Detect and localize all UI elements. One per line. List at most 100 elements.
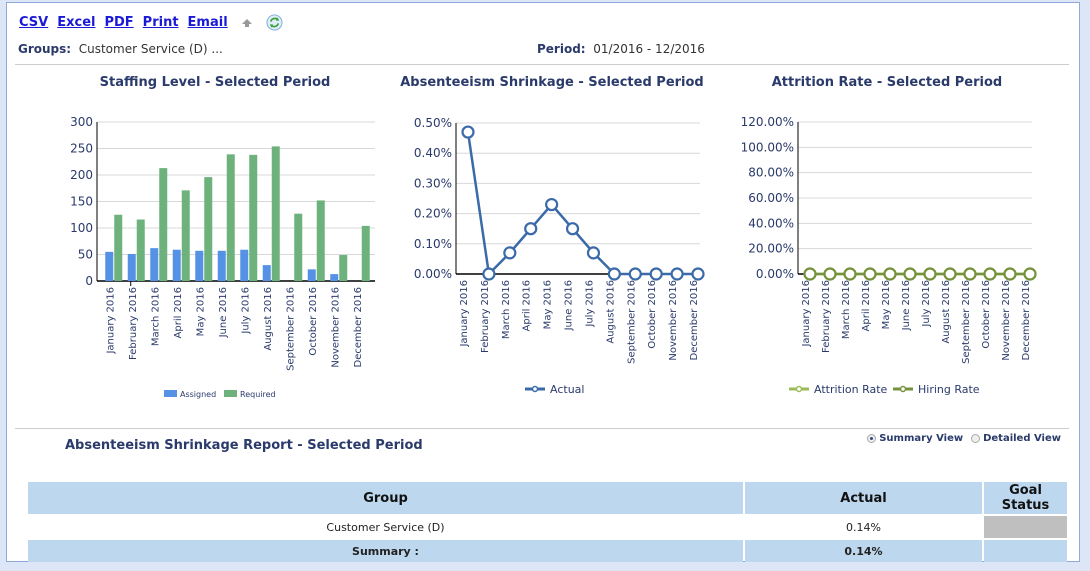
attrition-chart-title: Attrition Rate - Selected Period	[771, 75, 1003, 90]
y-tick-label: 150	[70, 195, 93, 209]
legend-marker-actual	[531, 385, 539, 393]
bar-required	[316, 200, 325, 281]
x-tick-label: November 2016	[668, 280, 679, 361]
y-tick-label: 0	[85, 274, 93, 288]
legend-swatch-required	[224, 390, 237, 397]
table-header-row: Group Actual Goal Status	[28, 482, 1067, 514]
y-tick-label: 80.00%	[748, 166, 794, 180]
email-link[interactable]: Email	[187, 15, 228, 30]
x-tick-label: April 2016	[173, 287, 184, 338]
data-point-actual	[482, 267, 496, 281]
y-tick-label: 0.00%	[414, 267, 452, 281]
x-tick-label: April 2016	[522, 280, 533, 331]
csv-link[interactable]: CSV	[19, 15, 49, 30]
legend-label-assigned: Assigned	[180, 390, 216, 399]
bar-assigned	[240, 249, 249, 281]
x-tick-label: March 2016	[841, 280, 852, 339]
detailed-view-label: Detailed View	[983, 433, 1061, 444]
column-header-actual[interactable]: Actual	[745, 482, 982, 514]
column-header-group[interactable]: Group	[28, 482, 743, 514]
x-tick-label: April 2016	[861, 280, 872, 331]
data-point-hiring-rate	[923, 267, 937, 281]
arrow-up-icon[interactable]	[241, 18, 253, 28]
x-tick-label: January 2016	[459, 280, 470, 348]
data-point-hiring-rate	[823, 267, 837, 281]
cell-goal-status	[984, 516, 1067, 538]
bar-required	[136, 219, 145, 281]
x-tick-label: December 2016	[689, 280, 700, 360]
x-tick-label: October 2016	[981, 280, 992, 349]
x-tick-label: June 2016	[564, 280, 575, 331]
groups-label: Groups:	[18, 42, 72, 56]
data-point-hiring-rate	[803, 267, 817, 281]
y-tick-label: 20.00%	[748, 242, 794, 256]
summary-view-radio[interactable]: Summary View	[867, 433, 963, 444]
x-tick-label: September 2016	[626, 280, 637, 364]
y-tick-label: 60.00%	[748, 191, 794, 205]
summary-view-label: Summary View	[879, 433, 964, 444]
radio-selected-icon[interactable]	[867, 434, 877, 443]
divider	[15, 64, 1069, 65]
x-tick-label: August 2016	[263, 287, 274, 351]
groups-filter: Groups: Customer Service (D) ...	[18, 42, 223, 56]
bar-assigned	[172, 249, 181, 281]
x-tick-label: December 2016	[1021, 280, 1032, 360]
x-tick-label: February 2016	[480, 280, 491, 353]
radio-unselected-icon[interactable]	[971, 434, 981, 443]
groups-value: Customer Service (D) ...	[78, 42, 223, 56]
data-point-actual	[586, 246, 601, 260]
excel-link[interactable]: Excel	[57, 15, 96, 30]
bar-assigned	[262, 265, 271, 281]
x-tick-label: September 2016	[285, 287, 296, 371]
summary-goal-status	[984, 540, 1067, 562]
y-tick-label: 0.00%	[756, 267, 794, 281]
bar-required	[114, 214, 123, 281]
refresh-icon[interactable]	[266, 14, 283, 31]
export-toolbar: CSV Excel PDF Print Email	[19, 14, 283, 31]
cell-group: Customer Service (D)	[326, 520, 445, 534]
data-point-hiring-rate	[963, 267, 977, 281]
data-point-hiring-rate	[843, 267, 857, 281]
period-label: Period:	[537, 42, 586, 56]
x-tick-label: October 2016	[647, 280, 658, 349]
legend-label-actual: Actual	[550, 383, 584, 396]
data-point-actual	[565, 222, 580, 236]
y-tick-label: 0.10%	[414, 237, 452, 251]
shrinkage-report-table: Group Actual Goal Status Customer Servic…	[26, 480, 1069, 564]
x-tick-label: May 2016	[195, 287, 206, 336]
pdf-link[interactable]: PDF	[104, 15, 134, 30]
print-link[interactable]: Print	[142, 15, 179, 30]
legend-marker-attrition-rate	[795, 385, 803, 393]
bar-required	[181, 190, 190, 281]
summary-row: Summary : 0.14%	[28, 540, 1067, 562]
x-tick-label: January 2016	[801, 280, 812, 348]
bar-required	[294, 213, 303, 281]
data-point-hiring-rate	[943, 267, 957, 281]
data-point-actual	[461, 125, 475, 139]
x-tick-label: August 2016	[605, 280, 616, 344]
detailed-view-radio[interactable]: Detailed View	[971, 433, 1061, 444]
bar-assigned	[217, 250, 226, 281]
y-tick-label: 300	[70, 115, 93, 129]
bar-assigned	[195, 250, 204, 281]
data-point-actual	[628, 267, 642, 281]
summary-actual: 0.14%	[745, 540, 982, 562]
y-tick-label: 200	[70, 168, 93, 182]
x-tick-label: July 2016	[584, 280, 595, 328]
period-filter: Period: 01/2016 - 12/2016	[537, 42, 705, 56]
legend-label-attrition-rate: Attrition Rate	[814, 383, 888, 396]
column-header-goal-status[interactable]: Goal Status	[984, 482, 1067, 514]
legend-label-hiring-rate: Hiring Rate	[918, 383, 980, 396]
x-tick-label: March 2016	[150, 287, 161, 346]
data-point-actual	[607, 267, 621, 281]
x-tick-label: October 2016	[308, 287, 319, 356]
y-tick-label: 40.00%	[748, 216, 794, 230]
x-tick-label: June 2016	[901, 280, 912, 331]
data-point-actual	[670, 267, 684, 281]
data-point-actual	[545, 197, 559, 212]
y-tick-label: 250	[70, 142, 93, 156]
x-tick-label: May 2016	[881, 280, 892, 329]
staffing-level-chart: 0 50 100 150 200 250 300 January 2016 February 2…	[70, 115, 375, 399]
table-row: Customer Service (D) 0.14%	[28, 516, 1067, 538]
summary-label: Summary :	[28, 540, 743, 562]
